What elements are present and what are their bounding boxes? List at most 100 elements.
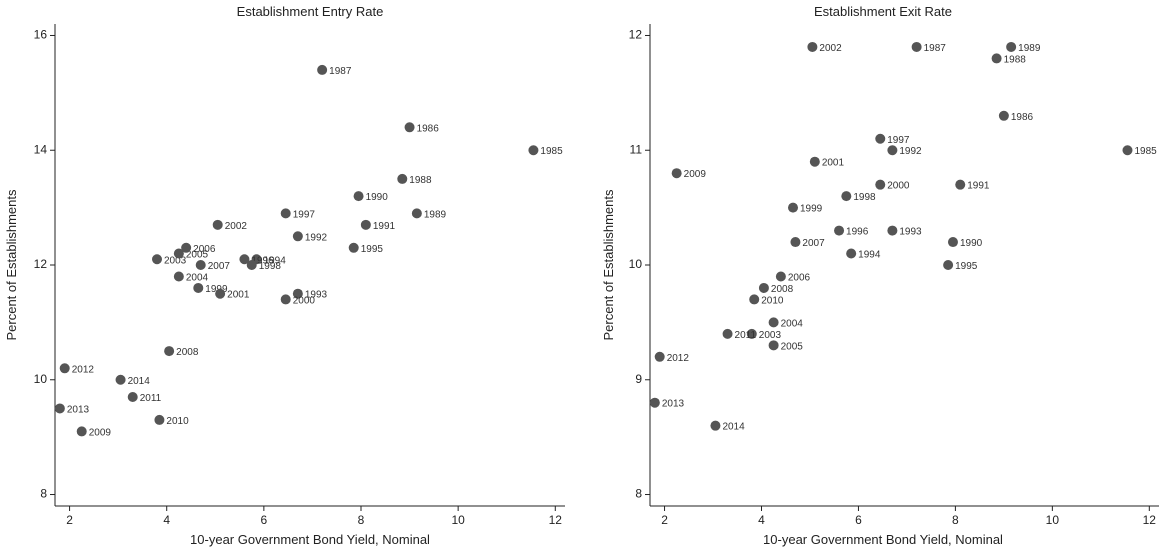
scatter-point: [671, 168, 682, 179]
point-label: 2012: [72, 364, 95, 375]
point-label: 2003: [164, 255, 187, 266]
scatter-point: [1122, 145, 1133, 156]
x-tick-label: 2: [66, 513, 73, 527]
point-label: 2002: [225, 221, 248, 232]
point-label: 1985: [1134, 146, 1157, 157]
scatter-point: [280, 294, 291, 305]
scatter-point: [360, 219, 371, 230]
scatter-point: [317, 64, 328, 75]
point-label: 1993: [305, 290, 328, 301]
point-label: 1988: [1004, 54, 1027, 65]
point-label: 2007: [208, 261, 231, 272]
scatter-point: [788, 202, 799, 213]
point-label: 2004: [186, 272, 209, 283]
scatter-point: [998, 110, 1009, 121]
scatter-point: [943, 260, 954, 270]
point-label: 1996: [846, 227, 869, 238]
scatter-point: [353, 191, 364, 202]
scatter-point: [807, 41, 818, 52]
point-label: 2010: [761, 295, 784, 306]
y-tick-label: 9: [635, 372, 642, 386]
scatter-point: [193, 282, 204, 293]
x-tick-label: 12: [1143, 513, 1157, 527]
point-label: 1992: [305, 232, 328, 243]
scatter-point: [411, 208, 422, 219]
point-label: 2006: [193, 244, 216, 255]
scatter-point: [887, 145, 898, 156]
point-label: 2003: [759, 330, 782, 341]
point-label: 1996: [251, 255, 274, 266]
scatter-point: [887, 225, 898, 236]
point-label: 2012: [667, 353, 690, 364]
point-label: 1991: [967, 181, 990, 192]
scatter-point: [181, 242, 192, 253]
exit-rate-plot: Establishment Exit Rate 10-year Governme…: [601, 4, 1159, 547]
point-label: 2007: [802, 238, 825, 249]
x-tick-label: 8: [358, 513, 365, 527]
point-label: 1985: [540, 146, 563, 157]
chart-title: Establishment Exit Rate: [814, 4, 952, 19]
point-label: 2000: [293, 295, 316, 306]
point-label: 1992: [899, 146, 922, 157]
scatter-point: [875, 179, 886, 190]
point-label: 2013: [67, 404, 90, 415]
point-label: 1991: [373, 221, 396, 232]
scatter-point: [790, 237, 801, 248]
scatter-point: [404, 122, 415, 133]
exit-rate-chart: Establishment Exit Rate 10-year Governme…: [580, 0, 1159, 550]
scatter-point: [746, 328, 757, 339]
y-tick-label: 8: [635, 487, 642, 501]
point-label: 2009: [89, 427, 112, 438]
point-label: 2014: [128, 376, 151, 387]
point-label: 2009: [684, 169, 707, 180]
point-label: 1986: [1011, 112, 1034, 123]
point-label: 1988: [409, 175, 432, 186]
x-tick-label: 6: [855, 513, 862, 527]
x-axis-label: 10-year Government Bond Yield, Nominal: [190, 532, 430, 547]
point-label: 1989: [1018, 43, 1041, 54]
scatter-point: [154, 414, 165, 425]
point-label: 2005: [781, 341, 804, 352]
scatter-point: [76, 426, 87, 437]
scatter-point: [127, 391, 138, 402]
scatter-point: [212, 219, 223, 230]
x-axis-label: 10-year Government Bond Yield, Nominal: [763, 532, 1003, 547]
x-tick-label: 4: [163, 513, 170, 527]
scatter-point: [911, 41, 922, 52]
point-label: 1995: [955, 261, 978, 272]
entry-rate-plot: Establishment Entry Rate 10-year Governm…: [4, 4, 565, 547]
scatter-point: [54, 403, 65, 414]
point-label: 1989: [424, 209, 447, 220]
scatter-point: [991, 53, 1002, 64]
x-tick-label: 6: [261, 513, 268, 527]
point-label: 2011: [735, 330, 757, 341]
scatter-point: [280, 208, 291, 219]
point-label: 2001: [822, 158, 845, 169]
x-tick-label: 12: [549, 513, 563, 527]
x-tick-label: 10: [451, 513, 465, 527]
scatter-point: [246, 260, 257, 270]
point-label: 2000: [887, 181, 910, 192]
scatter-point: [775, 271, 786, 282]
scatter-point: [528, 145, 539, 156]
point-label: 2013: [662, 399, 685, 410]
scatter-point: [654, 351, 665, 362]
y-tick-label: 10: [34, 372, 48, 386]
point-label: 2004: [781, 318, 804, 329]
point-label: 1999: [800, 204, 823, 215]
scatter-point: [768, 340, 779, 351]
scatter-point: [749, 294, 760, 305]
point-label: 2008: [771, 284, 794, 295]
y-tick-label: 8: [40, 487, 47, 501]
scatter-point: [115, 374, 126, 385]
scatter-point: [195, 260, 206, 270]
point-label: 1995: [361, 244, 384, 255]
x-tick-label: 4: [758, 513, 765, 527]
scatter-point: [173, 248, 184, 259]
y-axis-label: Percent of Establishments: [4, 189, 19, 341]
point-label: 1994: [858, 250, 881, 261]
chart-title: Establishment Entry Rate: [237, 4, 384, 19]
point-label: 2002: [819, 43, 842, 54]
point-label: 1997: [293, 209, 316, 220]
scatter-point: [292, 288, 303, 299]
